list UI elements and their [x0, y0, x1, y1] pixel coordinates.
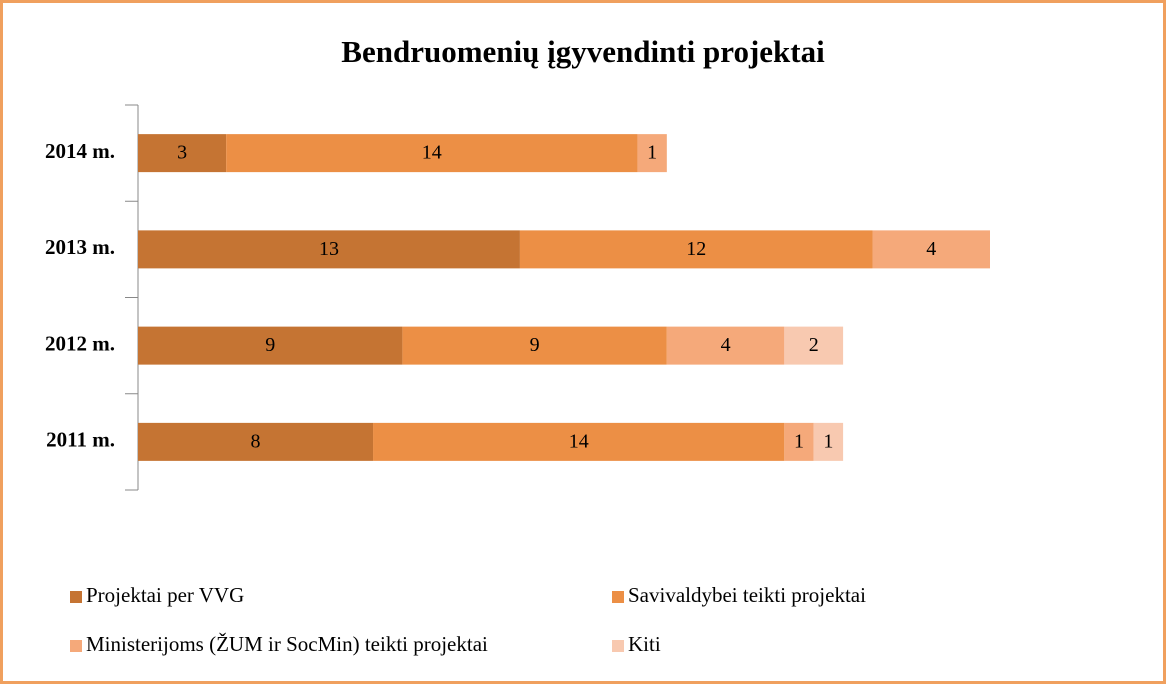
y-tick-label: 2011 m.	[46, 428, 115, 452]
data-label: 2	[809, 334, 819, 356]
legend-swatch	[70, 640, 82, 652]
bar-segment	[666, 326, 785, 365]
legend-label: Ministerijoms (ŽUM ir SocMin) teikti pro…	[86, 632, 488, 656]
bar-segment	[138, 134, 227, 173]
legend-label: Savivaldybei teikti projektai	[628, 583, 866, 607]
data-label: 8	[251, 430, 261, 452]
data-label: 14	[569, 430, 589, 452]
y-tick-label: 2014 m.	[45, 139, 115, 163]
data-label: 1	[823, 430, 833, 452]
data-label: 14	[422, 142, 442, 164]
bar-segment	[784, 326, 844, 365]
bar-segment	[519, 230, 873, 269]
legend-label: Projektai per VVG	[86, 583, 244, 607]
y-tick-label: 2012 m.	[45, 331, 115, 355]
legend-swatch	[612, 640, 624, 652]
bar-segment	[138, 422, 374, 461]
legend-swatch	[70, 591, 82, 603]
data-label: 1	[794, 430, 804, 452]
bar-segment	[637, 134, 667, 173]
data-label: 12	[686, 238, 706, 260]
data-label: 1	[647, 142, 657, 164]
y-tick-label: 2013 m.	[45, 235, 115, 259]
bar-segment	[784, 422, 814, 461]
data-label: 9	[265, 334, 275, 356]
data-label: 4	[721, 334, 731, 356]
legend-swatch	[612, 591, 624, 603]
bar-segment	[138, 326, 403, 365]
bar-segment	[226, 134, 638, 173]
data-label: 9	[530, 334, 540, 356]
data-label: 3	[177, 142, 187, 164]
bar-segment	[138, 230, 520, 269]
bar-segment	[402, 326, 667, 365]
bar-segment	[813, 422, 844, 461]
chart-title: Bendruomenių įgyvendinti projektai	[341, 34, 825, 69]
legend-label: Kiti	[628, 632, 661, 656]
bar-segment	[872, 230, 990, 269]
data-label: 13	[319, 238, 339, 260]
data-label: 4	[926, 238, 936, 260]
bar-segment	[373, 422, 785, 461]
